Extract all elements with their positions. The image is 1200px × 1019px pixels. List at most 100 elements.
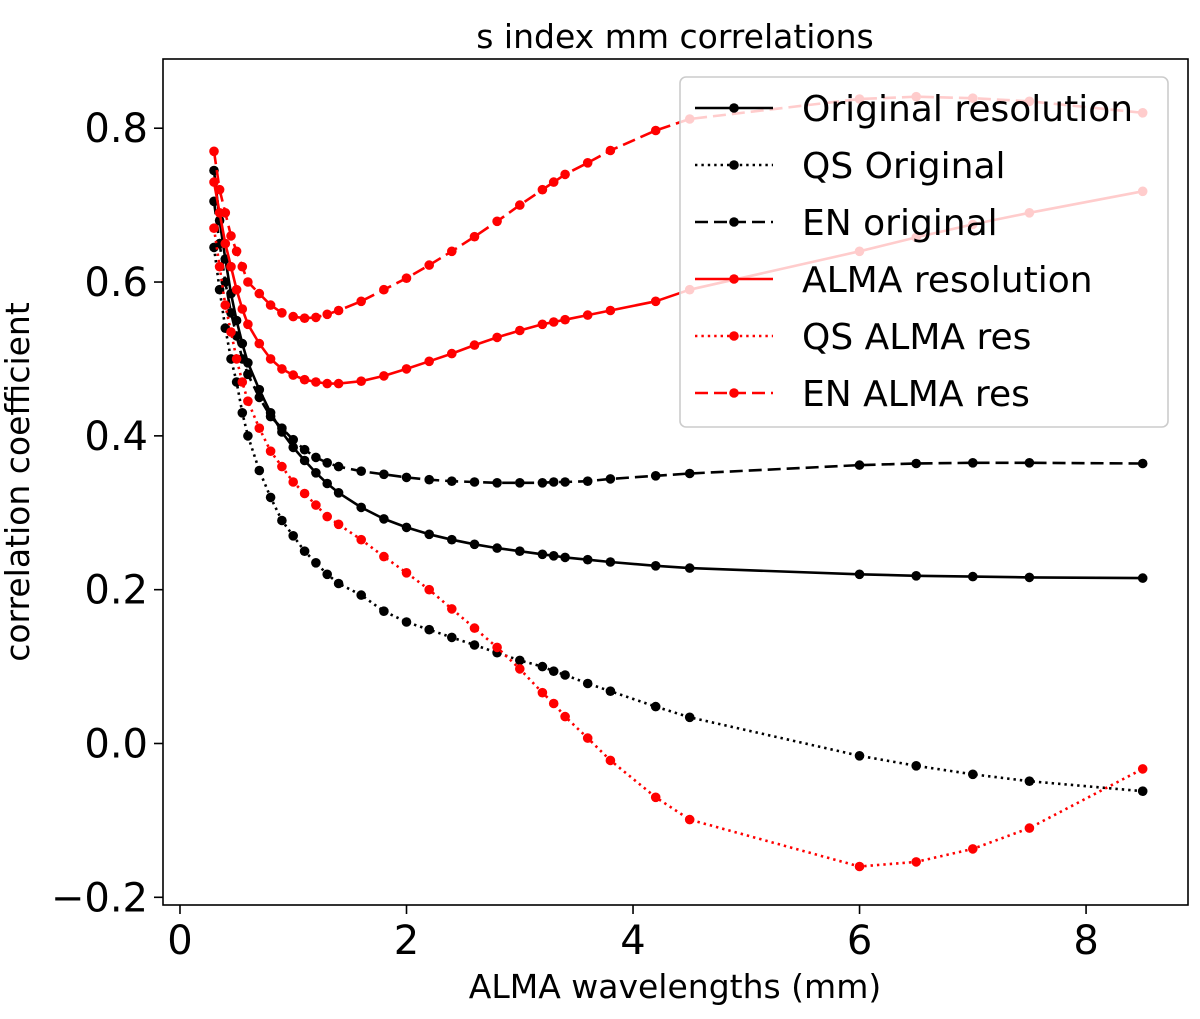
data-point xyxy=(356,590,367,600)
x-tick-label: 2 xyxy=(394,918,419,964)
data-point xyxy=(1137,573,1148,583)
data-point xyxy=(560,670,570,680)
data-point xyxy=(492,478,502,488)
y-tick-label: 0.6 xyxy=(84,260,148,306)
data-point xyxy=(379,551,389,562)
y-tick-label: 0.2 xyxy=(84,568,148,614)
data-point xyxy=(277,515,287,526)
data-point xyxy=(311,558,321,568)
series-alma-resolution xyxy=(209,177,1148,389)
data-point xyxy=(243,431,253,441)
legend-label: EN original xyxy=(802,203,998,244)
data-point xyxy=(265,492,276,503)
x-tick-label: 4 xyxy=(620,918,645,964)
legend-marker xyxy=(729,388,739,398)
series-qs-original xyxy=(209,242,1148,796)
data-point xyxy=(684,468,695,479)
data-point xyxy=(537,661,548,672)
data-point xyxy=(1024,776,1035,786)
data-point xyxy=(560,169,570,180)
data-point xyxy=(277,423,287,434)
data-point xyxy=(379,469,389,480)
legend: Original resolution QS Original EN origina… xyxy=(679,76,1169,428)
data-point xyxy=(582,158,593,168)
data-point xyxy=(226,261,236,272)
data-point xyxy=(379,371,389,381)
data-point xyxy=(220,300,231,310)
data-point xyxy=(379,514,389,524)
data-point xyxy=(265,411,276,422)
data-point xyxy=(311,468,321,478)
data-point xyxy=(968,458,978,468)
data-point xyxy=(515,478,525,488)
data-point xyxy=(299,444,310,455)
series-qs-alma-res xyxy=(209,223,1148,872)
data-point xyxy=(237,304,248,314)
y-axis: −0.2 0.0 0.2 0.4 0.6 0.8 xyxy=(51,106,163,921)
data-point xyxy=(537,184,548,195)
data-point xyxy=(356,376,367,387)
data-point xyxy=(492,642,502,653)
data-point xyxy=(548,477,559,487)
data-point xyxy=(333,378,344,389)
data-point xyxy=(1137,786,1148,796)
data-point xyxy=(424,356,435,367)
data-point xyxy=(424,474,435,485)
legend-label: EN ALMA res xyxy=(802,374,1030,415)
data-point xyxy=(379,284,389,295)
data-point xyxy=(469,640,480,650)
data-point xyxy=(322,309,333,320)
data-point xyxy=(424,529,435,540)
data-point xyxy=(537,549,548,560)
x-tick-label: 8 xyxy=(1073,918,1098,964)
data-point xyxy=(605,557,616,567)
data-point xyxy=(333,461,344,472)
data-point xyxy=(605,755,616,766)
data-point xyxy=(582,678,593,689)
data-point xyxy=(1024,572,1035,583)
data-point xyxy=(424,584,435,595)
data-point xyxy=(333,519,344,530)
data-point xyxy=(209,146,219,157)
data-point xyxy=(401,568,412,578)
data-point xyxy=(968,769,978,780)
data-point xyxy=(548,317,559,327)
data-point xyxy=(243,369,253,380)
data-point xyxy=(537,478,548,488)
data-point xyxy=(356,502,367,513)
data-point xyxy=(322,378,333,389)
data-point xyxy=(911,857,921,867)
data-point xyxy=(333,305,344,316)
data-point xyxy=(254,392,265,403)
data-point xyxy=(447,476,457,487)
data-point xyxy=(650,296,661,307)
data-point xyxy=(277,364,287,374)
data-point xyxy=(515,655,525,666)
x-axis-label: ALMA wavelengths (mm) xyxy=(469,967,881,1006)
data-point xyxy=(322,478,333,489)
legend-marker xyxy=(729,217,739,227)
data-point xyxy=(537,687,548,698)
data-point xyxy=(322,458,333,468)
data-point xyxy=(401,472,412,483)
legend-marker xyxy=(729,331,739,341)
data-point xyxy=(650,125,661,136)
data-point xyxy=(333,488,344,498)
data-point xyxy=(560,477,570,487)
data-point xyxy=(582,733,593,743)
legend-label: ALMA resolution xyxy=(802,260,1093,301)
data-point xyxy=(560,711,570,722)
data-point xyxy=(237,338,248,349)
data-point xyxy=(265,354,276,364)
legend-label: Original resolution xyxy=(802,89,1133,130)
y-tick-label: 0.8 xyxy=(84,106,148,152)
data-point xyxy=(237,377,248,387)
x-tick-label: 6 xyxy=(847,918,872,964)
data-point xyxy=(582,554,593,565)
data-point xyxy=(469,231,480,242)
data-point xyxy=(311,500,321,510)
data-point xyxy=(299,313,310,324)
data-point xyxy=(299,455,310,466)
data-point xyxy=(243,277,253,287)
